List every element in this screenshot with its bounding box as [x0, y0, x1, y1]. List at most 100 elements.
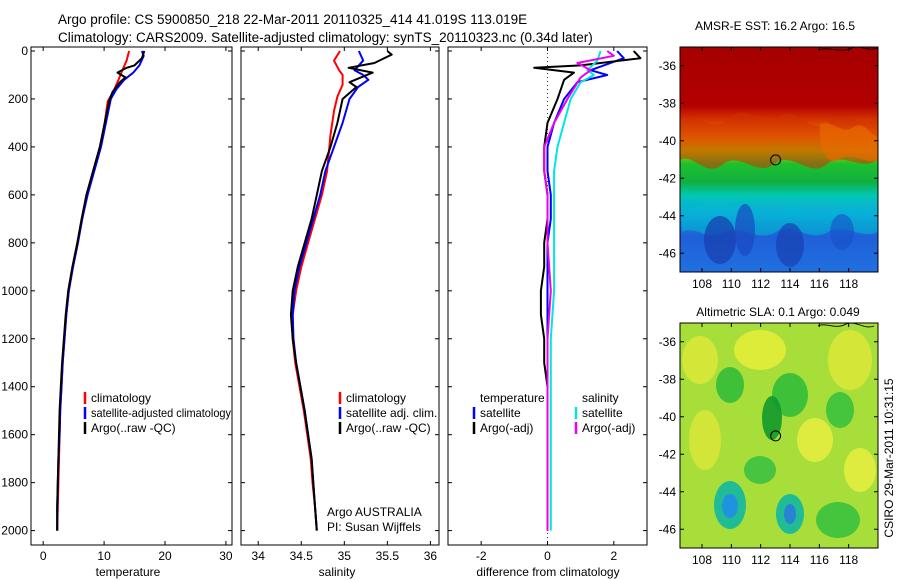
map-y-tick-label: -36: [659, 59, 677, 73]
sst-map-ticks: 108 110 112 114 116 118 -36 -38 -40 -42 -44 -46: [659, 47, 878, 291]
sla-map-ticks: 108 110 112 114 116 118 -36 -38 -40 -42 -44 -46: [659, 323, 878, 567]
sla-argo-marker: [770, 430, 782, 442]
difference-panel: -2 0 2 difference from climatology tempera…: [447, 46, 648, 579]
sla-map-panel: Altimetric SLA: 0.1 Argo: 0.049 108 110 11…: [659, 305, 879, 567]
series-line-black: [56, 50, 146, 531]
difference-legend-sal-satellite: satellite: [582, 406, 623, 420]
salinity-lines: [289, 50, 393, 531]
salinity-legend-argo: Argo(..raw -QC): [346, 421, 431, 435]
difference-xlabel: difference from climatology: [476, 565, 619, 579]
map-y-tick-label: -44: [659, 485, 677, 499]
y-tick-label: 1000: [1, 284, 28, 298]
map-x-tick-label: 116: [810, 277, 829, 291]
sst-argo-marker: [770, 154, 782, 166]
map-x-tick-label: 110: [722, 553, 741, 567]
map-x-tick-label: 114: [780, 553, 799, 567]
map-x-tick-label: 112: [751, 553, 770, 567]
map-y-tick-label: -46: [659, 522, 677, 536]
sst-heatmap: [680, 47, 878, 272]
y-tick-label: 2000: [1, 524, 28, 538]
y-tick-label: 1800: [1, 476, 28, 490]
map-x-tick-label: 118: [839, 553, 858, 567]
y-tick-label: 1400: [1, 380, 28, 394]
map-x-tick-label: 108: [692, 553, 712, 567]
x-tick-label: 35: [338, 549, 352, 563]
difference-x-ticks: -2 0 2: [476, 47, 617, 563]
x-tick-label: 2: [610, 549, 617, 563]
salinity-panel: 34 34.5 35 35.5 36 salinity climatology sate…: [240, 46, 440, 579]
map-x-tick-label: 116: [810, 553, 829, 567]
salinity-y-ticks: [241, 50, 439, 532]
series-line-cyan: [549, 50, 602, 531]
salinity-x-ticks: 34 34.5 35 35.5 36: [252, 47, 438, 563]
y-tick-label: 1200: [1, 332, 28, 346]
temperature-legend-climatology: climatology: [91, 391, 151, 405]
x-tick-label: 10: [97, 549, 111, 563]
temperature-legend-satellite: satellite-adjusted climatology: [91, 406, 231, 420]
x-tick-label: 0: [544, 549, 551, 563]
salinity-xlabel: salinity: [319, 565, 356, 579]
difference-legend-temp-argo: Argo(-adj): [480, 421, 533, 435]
temperature-legend: climatology satellite-adjusted climatolo…: [83, 391, 231, 435]
sla-map-frame: [679, 322, 879, 549]
map-y-tick-label: -40: [659, 134, 677, 148]
map-x-tick-label: 112: [751, 277, 770, 291]
map-x-tick-label: 108: [692, 277, 712, 291]
map-x-tick-label: 110: [722, 277, 741, 291]
x-tick-label: -2: [476, 549, 487, 563]
salinity-axes-frame: [240, 46, 440, 546]
x-tick-label: 20: [158, 549, 172, 563]
map-y-tick-label: -38: [659, 372, 677, 386]
series-line-magenta: [543, 50, 615, 531]
difference-legend-sal-header: salinity: [582, 391, 619, 405]
map-y-tick-label: -42: [659, 447, 677, 461]
salinity-legend-climatology: climatology: [346, 391, 406, 405]
y-tick-label: 0: [21, 44, 28, 58]
difference-legend-temp-satellite: satellite: [480, 406, 521, 420]
map-y-tick-label: -44: [659, 209, 677, 223]
figure-title-line1: Argo profile: CS 5900850_218 22-Mar-2011…: [58, 12, 527, 27]
figure-title-line2: Climatology: CARS2009. Satellite-adjuste…: [58, 30, 593, 45]
difference-legend-temp-header: temperature: [480, 391, 545, 405]
difference-y-ticks: [448, 50, 647, 532]
sla-map-title: Altimetric SLA: 0.1 Argo: 0.049: [696, 305, 860, 319]
map-x-tick-label: 118: [839, 277, 858, 291]
map-x-tick-label: 114: [780, 277, 799, 291]
x-tick-label: 0: [40, 549, 47, 563]
x-tick-label: 34: [252, 549, 266, 563]
x-tick-label: 36: [424, 549, 438, 563]
salinity-legend-satellite: satellite adj. clim.: [346, 406, 437, 420]
series-line-black: [289, 50, 393, 531]
salinity-annotation-line2: PI: Susan Wijffels: [327, 520, 421, 534]
map-y-tick-label: -46: [659, 246, 677, 260]
difference-lines: [533, 50, 642, 531]
map-y-tick-label: -38: [659, 96, 677, 110]
x-tick-label: 34.5: [290, 549, 314, 563]
y-tick-label: 400: [8, 140, 28, 154]
y-tick-label: 200: [8, 92, 28, 106]
temperature-axes-frame: [30, 46, 233, 546]
x-tick-label: 35.5: [376, 549, 400, 563]
map-y-tick-label: -36: [659, 335, 677, 349]
temperature-panel: 0 200 400 600 800 1000 1200 1400 1600 1800 2000 0 1…: [1, 44, 233, 579]
y-tick-label: 600: [8, 188, 28, 202]
credit-text: CSIRO 29-Mar-2011 10:31:15: [882, 378, 896, 538]
y-tick-label: 1600: [1, 428, 28, 442]
y-tick-label: 800: [8, 236, 28, 250]
difference-legend: temperature satellite Argo(-adj) salinit…: [472, 391, 635, 435]
sst-map-frame: [679, 46, 879, 273]
temperature-lines: [56, 50, 146, 531]
x-tick-label: 30: [219, 549, 233, 563]
temperature-xlabel: temperature: [96, 565, 161, 579]
sla-heatmap: [680, 323, 878, 548]
map-y-tick-label: -40: [659, 410, 677, 424]
salinity-legend: climatology satellite adj. clim. Argo(..…: [338, 391, 437, 435]
temperature-x-ticks: 0 10 20 30: [40, 47, 233, 563]
temperature-y-ticks: 0 200 400 600 800 1000 1200 1400 1600 1800 2000: [1, 44, 232, 538]
difference-legend-sal-argo: Argo(-adj): [582, 421, 635, 435]
temperature-legend-argo: Argo(..raw -QC): [91, 421, 176, 435]
salinity-annotation-line1: Argo AUSTRALIA: [327, 505, 422, 519]
sst-map-title: AMSR-E SST: 16.2 Argo: 16.5: [695, 19, 855, 33]
sst-map-panel: AMSR-E SST: 16.2 Argo: 16.5 108 110 112 114…: [659, 19, 879, 291]
